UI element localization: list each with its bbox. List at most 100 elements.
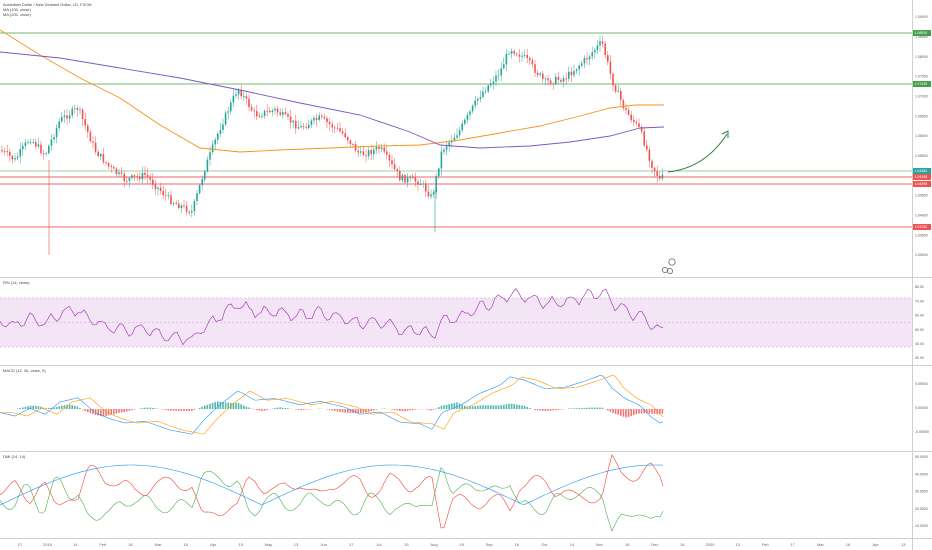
macd-histogram-bar (638, 409, 640, 414)
adx-line (0, 464, 664, 506)
forecast-arrow[interactable] (667, 130, 729, 173)
moving-averages-layer (0, 29, 665, 153)
macd-histogram-bar (646, 409, 648, 414)
dmi-legend[interactable]: DMI (14, 14) (3, 454, 25, 459)
macd-histogram-bar (141, 408, 144, 409)
macd-histogram-bar (222, 402, 224, 409)
macd-histogram-bar (115, 409, 118, 414)
price-label-text: 1.07426 (915, 82, 928, 86)
candle-body (180, 205, 183, 209)
candle-body (334, 127, 336, 129)
macd-histogram-bar (393, 409, 396, 411)
ma200-legend[interactable]: MA (200, close) (3, 12, 31, 17)
macd-histogram-bar (552, 409, 554, 411)
macd-legend[interactable]: MACD (12, 26, close, 9) (3, 368, 46, 373)
ma100-legend[interactable]: MA (100, close) (3, 7, 31, 12)
rsi-legend[interactable]: RSI (14, close) (3, 280, 29, 285)
candle-body (157, 187, 159, 189)
candle-body (61, 116, 63, 122)
candle-body (354, 144, 357, 151)
macd-histogram-bar (404, 409, 406, 412)
candle-body (547, 78, 549, 81)
price-tick-label: 1.04000 (915, 214, 928, 218)
macd-histogram-bar (594, 407, 596, 409)
macd-histogram-bar (612, 409, 614, 414)
candle-body (622, 100, 625, 109)
candle-body (248, 98, 250, 108)
macd-histogram-bar (133, 409, 136, 410)
macd-histogram-bar (63, 405, 66, 409)
candle-body (9, 151, 11, 156)
macd-histogram-bar (547, 409, 549, 411)
macd-histogram-bar (438, 407, 440, 409)
dmi-tick-label: 40.0000 (915, 472, 928, 476)
macd-histogram-bar (29, 405, 32, 409)
candle-body (588, 56, 591, 60)
macd-histogram-bar (456, 402, 458, 409)
macd-histogram-bar (659, 409, 661, 415)
candle-body (633, 120, 635, 123)
candle-body (222, 124, 224, 130)
macd-histogram-bar (435, 408, 437, 409)
candle-body (292, 120, 294, 123)
candle-body (245, 96, 248, 99)
candle-body (648, 149, 651, 161)
candle-body (552, 83, 554, 85)
candle-body (575, 69, 578, 72)
candle-body (185, 205, 188, 212)
time-tick-label: Feb (99, 542, 107, 547)
candle-body (206, 159, 209, 172)
macd-histogram-bar (586, 407, 588, 409)
candle-body (302, 126, 305, 128)
candle-body (37, 144, 40, 147)
candle-body (607, 55, 609, 62)
candle-body (258, 116, 261, 118)
macd-histogram-bar (37, 406, 40, 409)
candle-body (399, 171, 401, 181)
macd-histogram-bar (297, 409, 300, 410)
event-icons[interactable] (662, 258, 676, 274)
axes-layer: 1.09000 1.08500 1.08000 1.07500 1.07000 1.065… (18, 15, 931, 547)
candle-body (422, 183, 424, 185)
dmi-title: DMI (14, 14) (3, 454, 26, 459)
candle-body (521, 55, 523, 57)
candle-body (107, 163, 110, 167)
candle-body (297, 127, 300, 129)
price-levels[interactable] (0, 32, 912, 228)
price-label-box (913, 30, 931, 36)
candle-body (331, 124, 333, 128)
candle-body (445, 146, 448, 150)
time-tick-label: Jun (320, 542, 326, 547)
candle-body (627, 109, 630, 115)
macd-histogram-bar (360, 409, 362, 414)
candle-body (544, 78, 547, 80)
macd-histogram-bar (375, 409, 378, 410)
macd-histogram-bar (445, 404, 448, 409)
macd-histogram-bar (653, 409, 656, 414)
macd-histogram-bar (625, 409, 627, 418)
candle-body (477, 98, 479, 101)
macd-histogram-bar (518, 404, 521, 409)
candle-body (188, 211, 190, 213)
candle-body (79, 109, 81, 111)
candle-body (139, 176, 141, 180)
candle-body (45, 153, 47, 155)
candle-body (321, 115, 323, 117)
candle-body (490, 83, 492, 86)
candle-body (175, 203, 177, 205)
candle-body (360, 151, 362, 153)
candle-body (562, 78, 565, 82)
candle-body (409, 177, 411, 179)
candle-body (144, 172, 146, 175)
macd-histogram-bar (209, 403, 211, 409)
macd-histogram-bar (630, 409, 632, 417)
candle-body (253, 110, 255, 112)
macd-histogram-bar (534, 409, 536, 411)
macd-histogram-bar (302, 409, 305, 410)
macd-line (0, 375, 664, 435)
candle-body (630, 114, 632, 121)
macd-histogram-bar (474, 405, 476, 409)
macd-histogram-bar (596, 407, 599, 409)
